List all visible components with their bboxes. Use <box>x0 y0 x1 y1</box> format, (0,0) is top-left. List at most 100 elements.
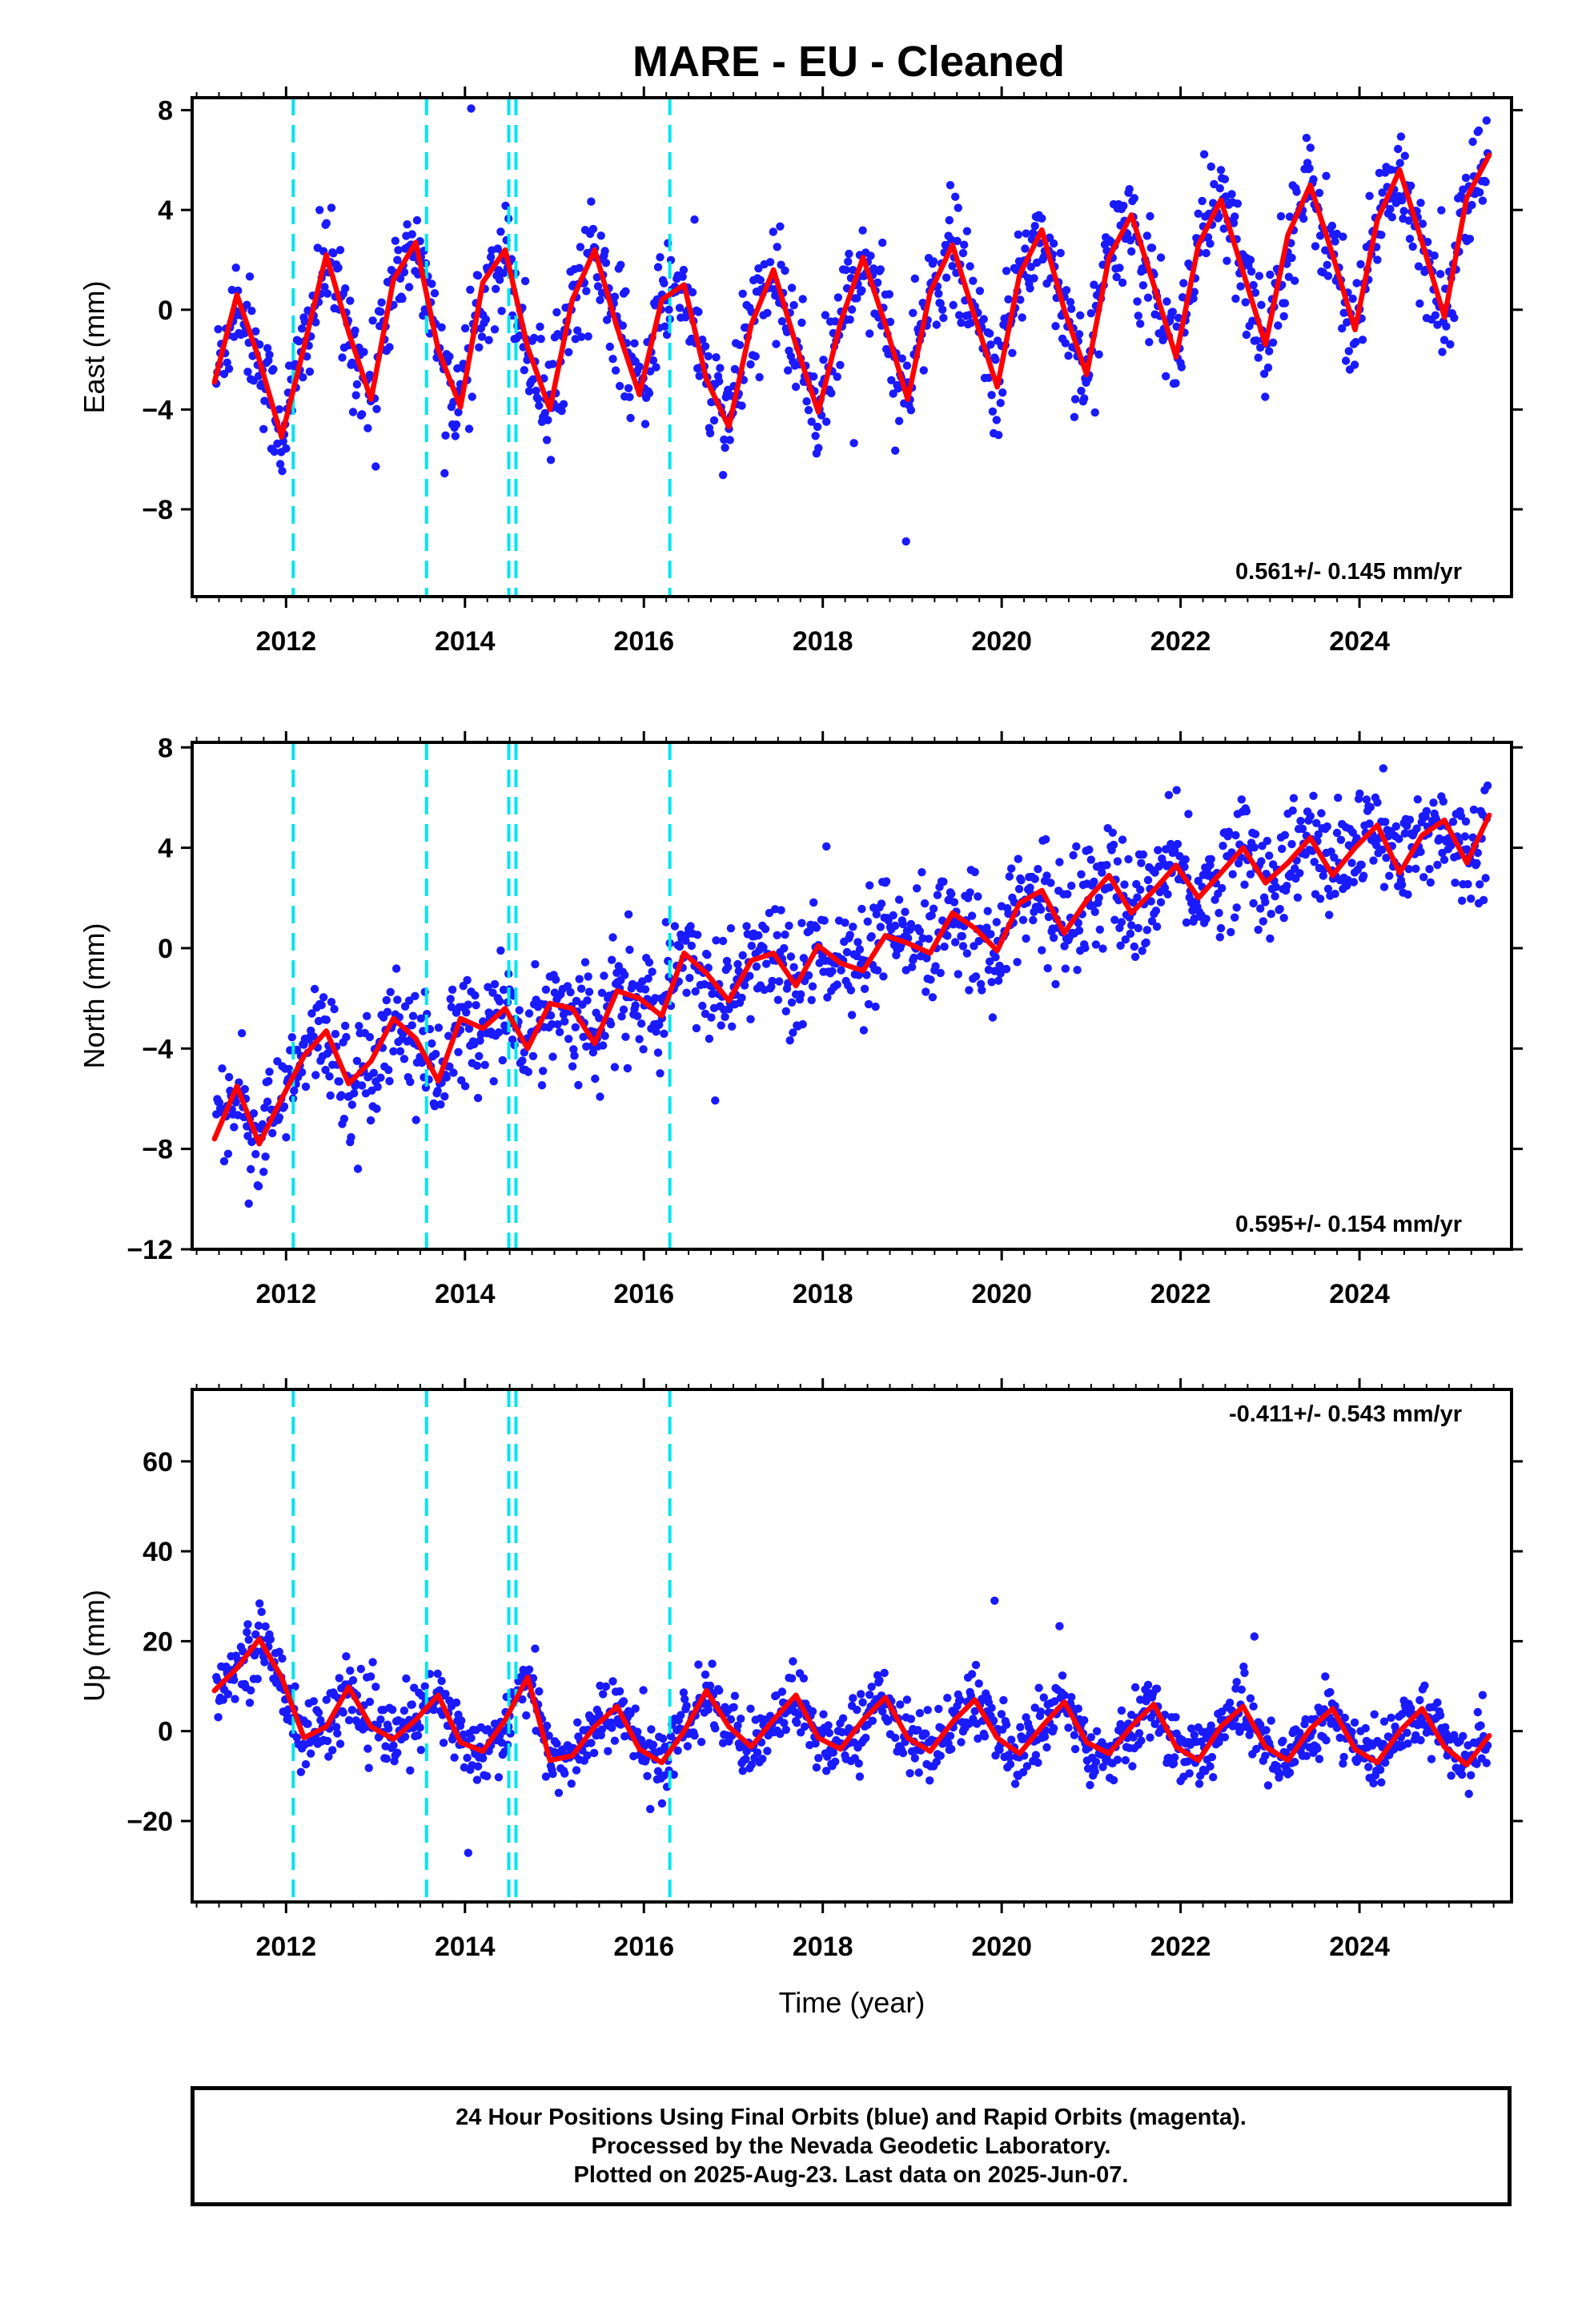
data-point <box>597 1725 607 1734</box>
data-point <box>1352 279 1361 287</box>
data-point <box>987 978 996 987</box>
data-layer <box>211 1389 1492 1902</box>
data-point <box>1074 919 1083 927</box>
data-point <box>1358 336 1367 344</box>
data-point <box>335 246 345 255</box>
data-point <box>885 290 894 299</box>
data-point <box>1399 207 1408 215</box>
data-point <box>1034 865 1042 874</box>
data-point <box>919 366 929 375</box>
data-point <box>910 1754 920 1763</box>
data-point <box>1113 857 1122 866</box>
y-axis-label: Up (mm) <box>78 1590 110 1702</box>
data-point <box>686 922 695 931</box>
data-point <box>496 227 505 236</box>
data-point <box>580 958 590 967</box>
data-point <box>560 1017 569 1026</box>
data-point <box>802 397 811 406</box>
data-point <box>990 1596 999 1606</box>
data-point <box>539 1067 548 1076</box>
data-point <box>755 372 764 382</box>
data-point <box>372 1104 381 1113</box>
data-point <box>441 1690 450 1699</box>
data-point <box>1231 294 1240 304</box>
data-point <box>773 931 781 940</box>
data-point <box>876 923 885 931</box>
data-point <box>785 1036 794 1045</box>
data-point <box>1042 834 1050 844</box>
data-point <box>1476 1721 1485 1730</box>
data-point <box>481 315 491 324</box>
data-point <box>705 428 715 438</box>
data-point <box>740 981 749 990</box>
data-point <box>1457 896 1467 905</box>
data-point <box>933 891 942 899</box>
data-point <box>301 1759 311 1769</box>
data-point <box>1219 224 1228 233</box>
data-point <box>1240 880 1249 889</box>
data-point <box>701 1009 710 1019</box>
data-point <box>346 296 355 305</box>
model-line <box>211 812 1492 1147</box>
data-point <box>1433 1698 1442 1707</box>
data-point <box>573 326 582 335</box>
data-point <box>237 1029 247 1038</box>
data-point <box>776 222 785 231</box>
data-point <box>1387 1713 1395 1723</box>
data-point <box>1239 1663 1248 1671</box>
data-point <box>1127 247 1136 256</box>
data-point <box>477 332 487 341</box>
data-point <box>636 1019 646 1028</box>
data-point <box>366 1116 375 1125</box>
data-point <box>292 1733 302 1742</box>
data-point <box>1403 1739 1412 1748</box>
data-point <box>1340 1713 1350 1723</box>
data-point <box>1251 830 1260 838</box>
data-point <box>533 395 543 404</box>
data-point <box>1042 1743 1051 1752</box>
data-point <box>1218 883 1227 893</box>
data-point <box>847 1011 857 1019</box>
data-point <box>384 1724 393 1733</box>
data-point <box>986 340 995 349</box>
data-point <box>341 1021 350 1031</box>
data-point <box>1325 911 1334 919</box>
data-point <box>1118 835 1127 844</box>
rate-annotation: -0.411+/- 0.543 mm/yr <box>1229 1401 1462 1427</box>
data-point <box>1481 874 1490 883</box>
data-point <box>630 339 639 348</box>
data-point <box>1249 1702 1258 1711</box>
data-point <box>1195 1779 1204 1788</box>
data-point <box>1136 320 1145 328</box>
data-point <box>754 264 763 273</box>
data-point <box>857 286 866 295</box>
data-point <box>1291 276 1299 285</box>
data-point <box>1098 1763 1107 1771</box>
data-point <box>449 1068 458 1077</box>
data-point <box>653 1048 663 1057</box>
data-point <box>464 1024 474 1033</box>
data-point <box>1228 870 1237 879</box>
data-point <box>219 369 229 379</box>
data-point <box>348 1676 358 1685</box>
data-point <box>243 1132 252 1140</box>
data-point <box>1229 219 1239 227</box>
data-point <box>584 987 594 996</box>
data-point <box>974 936 983 946</box>
data-point <box>781 930 789 939</box>
data-point <box>962 949 972 958</box>
data-point <box>1060 942 1069 951</box>
data-point <box>879 972 888 981</box>
data-point <box>1242 330 1251 340</box>
data-point <box>1215 184 1225 193</box>
data-point <box>615 381 624 391</box>
data-point <box>1219 842 1227 850</box>
data-point <box>915 1709 925 1718</box>
data-point <box>1090 877 1098 887</box>
data-point <box>891 1733 900 1743</box>
data-point <box>327 203 336 212</box>
data-point <box>389 1047 398 1056</box>
data-point <box>726 924 736 933</box>
data-point <box>865 329 874 338</box>
data-point <box>1396 132 1406 141</box>
